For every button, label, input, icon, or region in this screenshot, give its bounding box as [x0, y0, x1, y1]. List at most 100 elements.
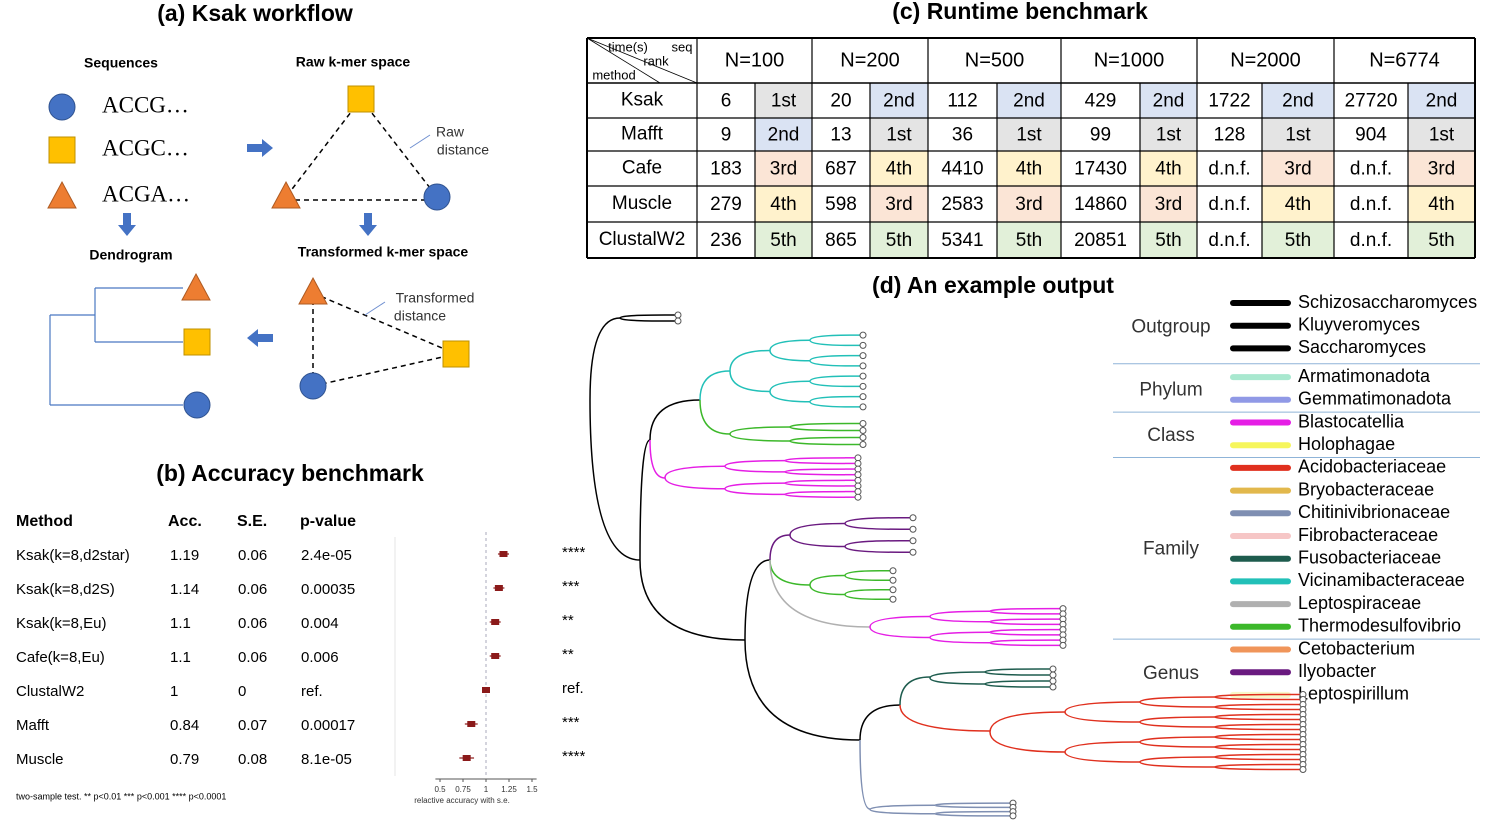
tree-branch — [729, 349, 771, 372]
tree-tip — [1059, 641, 1067, 649]
rank: 2nd — [1013, 91, 1045, 112]
tree-tip — [859, 427, 867, 434]
legend-label: Ilyobacter — [1298, 661, 1376, 681]
std-error: 0.06 — [238, 615, 267, 632]
tree-branch — [789, 534, 846, 548]
column-header: Acc. — [168, 513, 202, 530]
note: distance — [437, 142, 489, 158]
tree-branch — [784, 493, 846, 498]
tree-branch — [899, 704, 991, 732]
tree-tip — [674, 311, 682, 319]
tree-branch — [769, 559, 811, 586]
tree-branch — [844, 540, 901, 547]
runtime: d.n.f. — [1350, 159, 1392, 180]
rank-cell — [870, 151, 928, 186]
section-label: Transformed k-mer space — [298, 244, 469, 260]
runtime: 14860 — [1074, 194, 1127, 215]
rank-cell — [1262, 186, 1334, 222]
tree-branch — [784, 468, 846, 473]
corner-label: seq — [672, 39, 693, 54]
legend-label: Chitinivibrionaceae — [1298, 502, 1450, 522]
tree-branch — [934, 802, 1001, 806]
tree-branch — [989, 731, 1066, 753]
method-name: ClustalW2 — [16, 683, 84, 700]
tree-branch — [809, 401, 851, 408]
method-name: Ksak(k=8,d2star) — [16, 547, 130, 564]
legend-label: Holophagae — [1298, 434, 1395, 454]
rank-cell — [1408, 151, 1475, 186]
legend-group: Outgroup — [1131, 317, 1210, 338]
tree-tip — [1049, 677, 1057, 685]
tree-branch — [649, 399, 701, 441]
tree-branch — [619, 314, 666, 319]
runtime: 429 — [1085, 91, 1117, 112]
rank: 4th — [1155, 159, 1181, 180]
significance: ref. — [562, 680, 584, 697]
tree-branch — [809, 354, 851, 362]
tree-branch — [729, 370, 771, 393]
column-header: N=200 — [840, 49, 900, 71]
panel-title: (d) An example output — [872, 272, 1114, 298]
tree-branch — [619, 317, 666, 322]
point-estimate — [491, 653, 500, 659]
tree-branch — [729, 433, 791, 442]
tree-branch — [934, 813, 1001, 817]
tree-branch — [1214, 693, 1291, 698]
method-name: Mafft — [16, 717, 50, 734]
tree-branch — [984, 671, 1041, 676]
tree-branch — [1214, 706, 1291, 711]
runtime: 687 — [825, 159, 857, 180]
rank: 4th — [770, 194, 796, 215]
method-name: Muscle — [612, 193, 672, 214]
tree-branch — [769, 350, 811, 362]
tree-tip — [1009, 812, 1017, 820]
legend-label: Armatimonadota — [1298, 366, 1431, 386]
tree-branch — [989, 618, 1051, 623]
runtime: d.n.f. — [1208, 230, 1250, 251]
tree-branch — [1214, 746, 1291, 751]
tree-branch — [844, 575, 881, 581]
tree-branch — [769, 534, 791, 561]
p-value: 0.00017 — [301, 717, 355, 734]
tree-branch — [844, 517, 901, 524]
rank-cell — [1408, 222, 1475, 258]
tree-tip — [854, 465, 862, 473]
rank: 4th — [1016, 159, 1042, 180]
tree-branch — [859, 739, 871, 810]
tree-branch — [589, 399, 641, 561]
tree-branch — [844, 589, 881, 595]
significance: **** — [562, 748, 586, 765]
p-value: 0.006 — [301, 649, 339, 666]
rank-cell — [1140, 83, 1197, 118]
tree-branch — [1214, 733, 1291, 738]
runtime: 9 — [721, 125, 732, 146]
tree-branch — [1064, 741, 1141, 753]
legend-label: Thermodesulfovibrio — [1298, 616, 1461, 636]
tree-branch — [859, 704, 901, 741]
tree-branch — [699, 370, 731, 401]
point-estimate — [482, 687, 490, 693]
tree-branch — [929, 615, 991, 623]
point-estimate — [499, 551, 508, 557]
accuracy: 0.84 — [170, 717, 199, 734]
tree-branch — [809, 584, 846, 596]
rank: 2nd — [1282, 91, 1314, 112]
rank-cell — [1262, 151, 1334, 186]
tree-branch — [729, 426, 791, 435]
square-node — [183, 328, 211, 356]
rank: 1st — [886, 125, 912, 146]
legend-label: Leptospiraceae — [1298, 593, 1421, 613]
rank: 5th — [1016, 230, 1042, 251]
x-tick-label: 1.5 — [526, 785, 538, 794]
tree-branch — [869, 808, 936, 815]
runtime: 598 — [825, 194, 857, 215]
tree-branch — [724, 465, 786, 473]
rank: 3rd — [770, 159, 797, 180]
tree-branch — [989, 711, 1066, 733]
tree-branch — [784, 479, 846, 484]
rank: 3rd — [1155, 194, 1182, 215]
rank-cell — [1262, 222, 1334, 258]
panel-title: (b) Accuracy benchmark — [156, 460, 424, 486]
sequence-text: ACGC… — [102, 135, 189, 160]
